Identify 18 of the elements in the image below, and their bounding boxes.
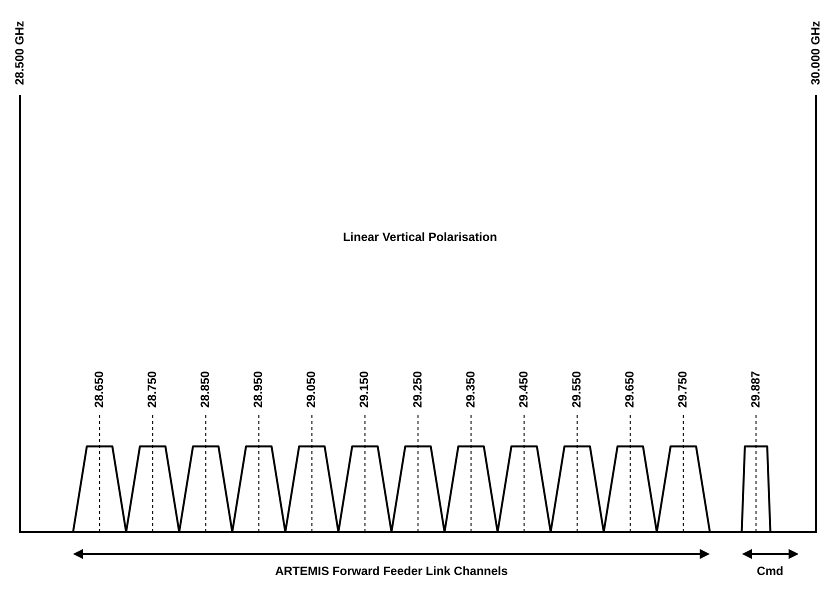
text: 30.000 GHz <box>808 20 822 85</box>
x-tick-label: 28.750 <box>144 370 159 408</box>
x-tick-label: 29.887 <box>748 370 762 408</box>
x-tick-label: 29.550 <box>570 370 584 408</box>
x-tick-label: 29.450 <box>516 370 530 408</box>
x-tick-label: 29.650 <box>622 370 637 408</box>
x-tick-label: 28.950 <box>251 370 266 408</box>
text: Cmd <box>756 564 784 578</box>
x-tick-label: 28.850 <box>198 370 212 408</box>
x-tick-label: 29.750 <box>676 370 690 408</box>
text: ARTEMIS Forward Feeder Link Channels <box>275 564 508 578</box>
text: 28.500 GHz <box>12 20 26 85</box>
x-tick-label: 29.250 <box>410 370 424 408</box>
x-tick-label: 29.150 <box>357 370 372 408</box>
x-tick-label: 28.650 <box>92 370 106 408</box>
text: Linear Vertical Polarisation <box>342 230 498 244</box>
x-tick-label: 29.050 <box>304 370 318 408</box>
x-tick-label: 29.350 <box>463 370 478 408</box>
